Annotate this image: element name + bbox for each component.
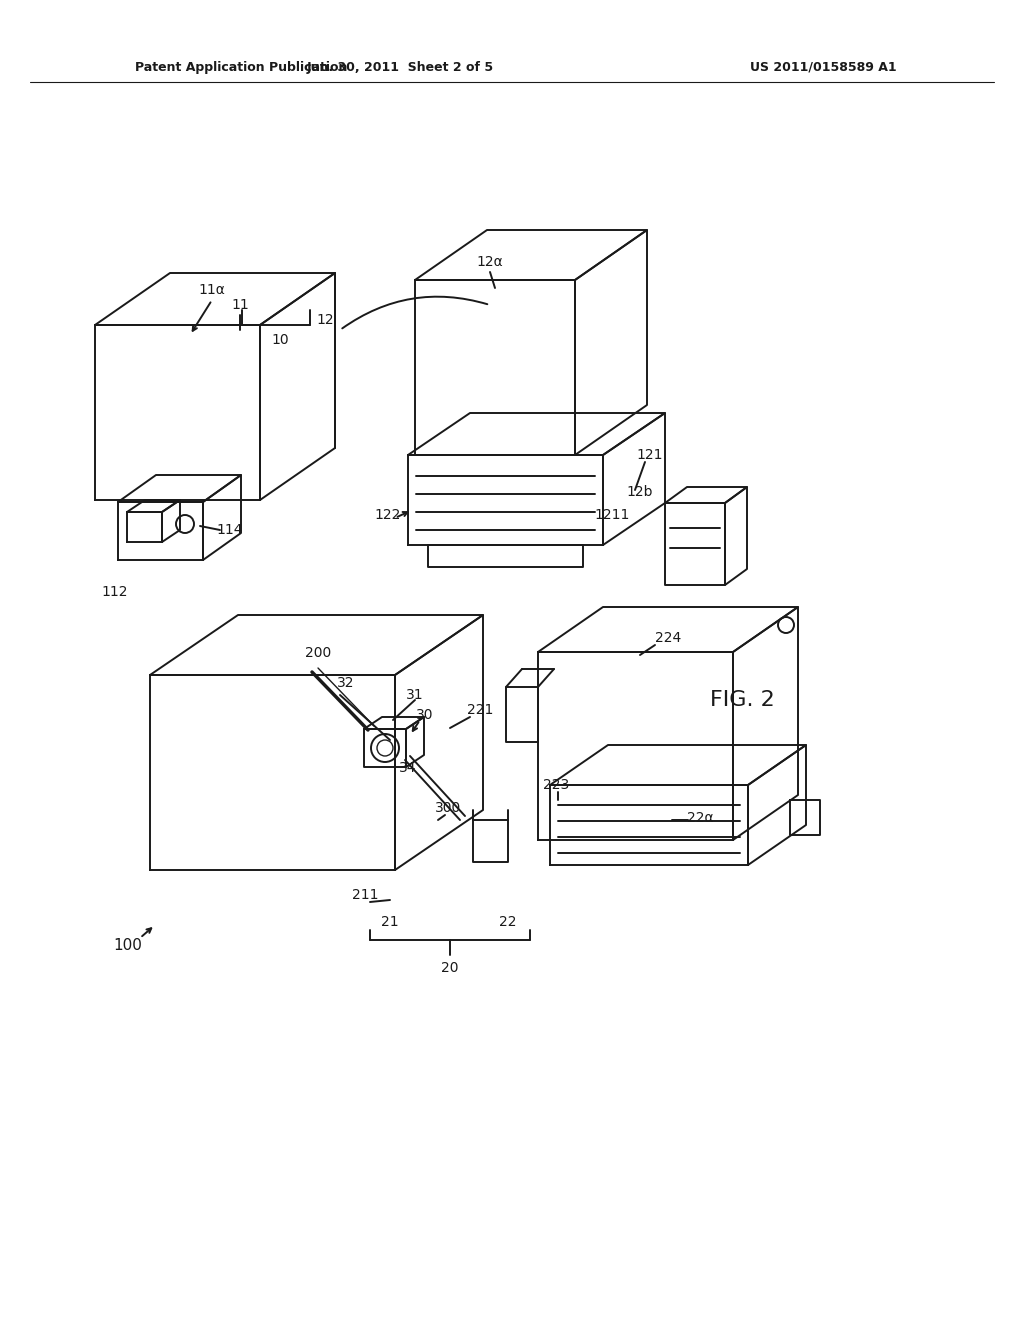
Text: 223: 223 (543, 777, 569, 792)
Text: 31: 31 (407, 688, 424, 702)
Text: 200: 200 (305, 645, 331, 660)
Text: 12α: 12α (476, 255, 504, 269)
Text: 114: 114 (217, 523, 244, 537)
Text: 121: 121 (637, 447, 664, 462)
Text: 30: 30 (416, 708, 434, 722)
Text: 11α: 11α (199, 282, 225, 297)
Text: 112: 112 (101, 585, 128, 599)
Text: 22: 22 (500, 915, 517, 929)
Text: 34: 34 (399, 762, 417, 775)
Text: 21: 21 (381, 915, 398, 929)
Text: 12b: 12b (627, 484, 653, 499)
Text: 22α: 22α (687, 810, 714, 825)
Text: Jun. 30, 2011  Sheet 2 of 5: Jun. 30, 2011 Sheet 2 of 5 (306, 61, 494, 74)
Text: 122: 122 (375, 508, 401, 521)
Text: 1211: 1211 (594, 508, 630, 521)
Text: 12: 12 (316, 313, 334, 327)
Text: 32: 32 (337, 676, 354, 690)
Text: 100: 100 (114, 937, 142, 953)
Text: 300: 300 (435, 801, 461, 814)
Text: 20: 20 (441, 961, 459, 975)
Text: 221: 221 (467, 704, 494, 717)
Text: 211: 211 (352, 888, 378, 902)
Text: Patent Application Publication: Patent Application Publication (135, 61, 347, 74)
Text: 224: 224 (655, 631, 681, 645)
Text: 10: 10 (271, 333, 289, 347)
Text: US 2011/0158589 A1: US 2011/0158589 A1 (750, 61, 897, 74)
Text: 11: 11 (231, 298, 249, 312)
Text: FIG. 2: FIG. 2 (710, 690, 775, 710)
